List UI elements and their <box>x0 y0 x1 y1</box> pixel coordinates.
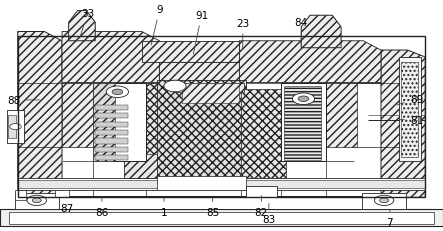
Bar <box>15 191 26 200</box>
Bar <box>401 62 418 157</box>
Bar <box>93 83 115 162</box>
Bar <box>95 114 128 119</box>
Text: 87: 87 <box>60 197 73 213</box>
Bar <box>93 83 146 162</box>
Circle shape <box>292 94 315 105</box>
Text: 91: 91 <box>193 11 208 55</box>
Circle shape <box>32 198 41 203</box>
Bar <box>182 83 239 104</box>
Bar <box>399 58 421 162</box>
Circle shape <box>380 198 389 203</box>
Bar <box>18 196 399 209</box>
Polygon shape <box>301 16 341 49</box>
Bar <box>62 83 93 148</box>
Bar <box>142 42 239 62</box>
Circle shape <box>374 195 394 206</box>
Bar <box>326 83 357 148</box>
Circle shape <box>112 90 123 95</box>
Text: 89: 89 <box>397 94 423 105</box>
Text: 33: 33 <box>80 9 94 39</box>
Bar <box>95 122 128 127</box>
Bar <box>157 81 246 178</box>
Circle shape <box>298 97 309 102</box>
Bar <box>0 209 443 226</box>
Text: 86: 86 <box>95 197 109 217</box>
Bar <box>95 106 128 111</box>
Bar <box>55 191 69 198</box>
Bar <box>362 193 406 209</box>
Circle shape <box>10 124 21 130</box>
Bar <box>281 83 326 162</box>
Bar <box>124 83 173 178</box>
Text: 1: 1 <box>161 198 167 217</box>
Polygon shape <box>239 42 381 83</box>
Bar <box>173 83 244 92</box>
Bar <box>284 87 321 161</box>
Text: 81: 81 <box>399 115 423 125</box>
Text: 88: 88 <box>8 95 39 106</box>
Circle shape <box>164 81 186 92</box>
Bar <box>18 37 425 198</box>
Bar <box>124 155 173 178</box>
Text: 82: 82 <box>255 196 268 217</box>
Text: 23: 23 <box>236 19 249 50</box>
Bar <box>157 177 246 191</box>
Bar <box>95 131 128 136</box>
Bar <box>95 155 128 161</box>
Bar <box>246 186 277 198</box>
Polygon shape <box>69 12 95 42</box>
Polygon shape <box>381 51 425 198</box>
Bar <box>95 139 128 144</box>
Text: 7: 7 <box>387 210 393 227</box>
Bar <box>241 90 286 178</box>
Bar <box>7 111 24 143</box>
Text: 83: 83 <box>262 204 276 225</box>
Bar <box>95 147 128 152</box>
Circle shape <box>27 195 47 206</box>
Bar <box>15 193 59 209</box>
Text: 84: 84 <box>295 18 308 46</box>
Bar <box>159 62 239 83</box>
Bar <box>9 213 434 224</box>
Bar <box>18 180 425 188</box>
Text: 85: 85 <box>206 198 219 217</box>
Bar <box>18 178 425 191</box>
Text: 9: 9 <box>151 5 163 46</box>
Bar <box>8 116 16 139</box>
Circle shape <box>106 87 128 98</box>
Polygon shape <box>18 32 62 198</box>
Polygon shape <box>62 32 159 83</box>
